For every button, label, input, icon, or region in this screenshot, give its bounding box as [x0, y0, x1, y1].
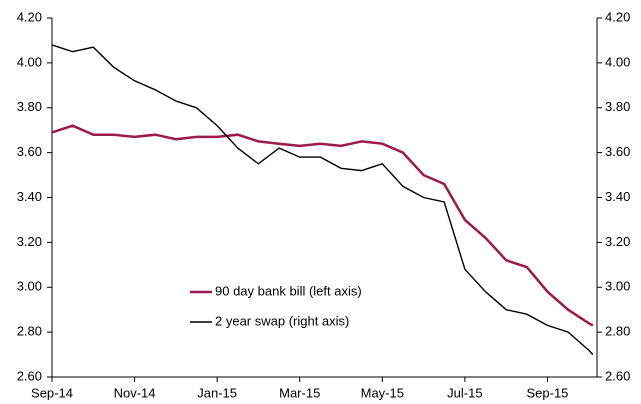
y2-tick-label: 3.00 — [605, 279, 630, 294]
y-tick-label: 3.40 — [17, 189, 42, 204]
y2-tick-label: 4.00 — [605, 54, 630, 69]
y2-tick-label: 2.60 — [605, 368, 630, 383]
y-tick-label: 3.80 — [17, 99, 42, 114]
x-tick-label: Mar-15 — [279, 385, 320, 400]
x-tick-label: Jul-15 — [447, 385, 482, 400]
y2-tick-label: 3.40 — [605, 189, 630, 204]
x-tick-label: May-15 — [361, 385, 404, 400]
x-tick-label: Jan-15 — [197, 385, 237, 400]
y-tick-label: 4.00 — [17, 54, 42, 69]
y-tick-label: 2.60 — [17, 368, 42, 383]
x-tick-label: Sep-14 — [31, 385, 73, 400]
legend-label: 2 year swap (right axis) — [215, 313, 349, 328]
x-tick-label: Sep-15 — [526, 385, 568, 400]
y2-tick-label: 2.80 — [605, 324, 630, 339]
y-tick-label: 3.20 — [17, 234, 42, 249]
x-tick-label: Nov-14 — [114, 385, 156, 400]
series-line — [51, 124, 594, 327]
y2-tick-label: 3.60 — [605, 144, 630, 159]
y-tick-label: 3.60 — [17, 144, 42, 159]
y2-tick-label: 4.20 — [605, 9, 630, 24]
y-tick-label: 3.00 — [17, 279, 42, 294]
y2-tick-label: 3.20 — [605, 234, 630, 249]
y2-tick-label: 3.80 — [605, 99, 630, 114]
series-line — [51, 44, 594, 356]
y-tick-label: 2.80 — [17, 324, 42, 339]
legend-label: 90 day bank bill (left axis) — [215, 283, 362, 298]
y-tick-label: 4.20 — [17, 9, 42, 24]
